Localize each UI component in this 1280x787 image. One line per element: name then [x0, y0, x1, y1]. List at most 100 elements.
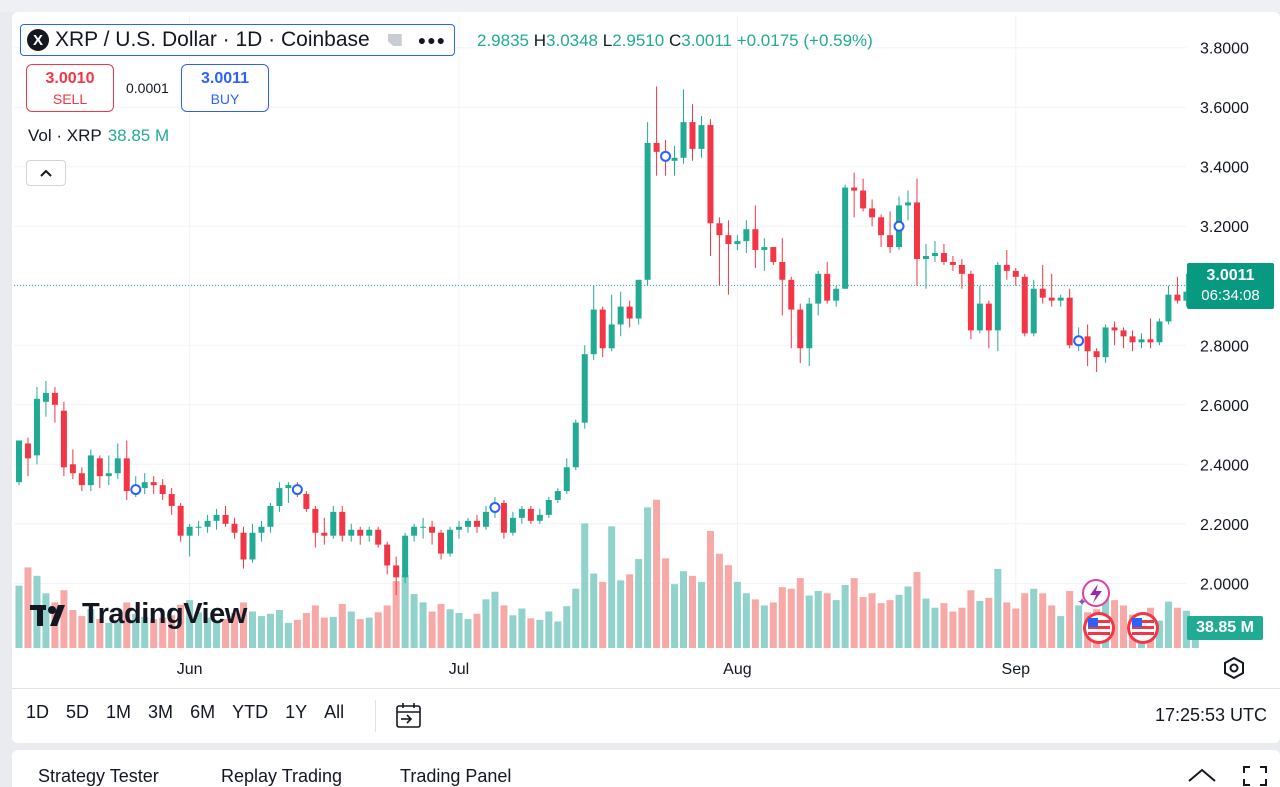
- range-button-3m[interactable]: 3M: [148, 702, 174, 722]
- volume-bar: [662, 558, 670, 648]
- volume-bar: [617, 580, 625, 648]
- volume-bar: [257, 616, 265, 648]
- candle-body: [159, 485, 166, 495]
- candle-body: [222, 514, 229, 524]
- utc-clock[interactable]: 17:25:53 UTC: [1154, 705, 1267, 725]
- range-button-6m[interactable]: 6M: [190, 702, 216, 722]
- candle-body: [1120, 330, 1127, 337]
- economic-events[interactable]: ✦: [1074, 576, 1166, 646]
- volume-bar: [751, 599, 759, 648]
- candle-body: [168, 494, 175, 506]
- volume-bar: [1155, 620, 1163, 648]
- candle-body: [96, 458, 103, 477]
- price-tick-label: 3.4000: [1200, 160, 1249, 177]
- candle-body: [527, 508, 534, 521]
- tab-trading-panel[interactable]: Trading Panel: [400, 766, 512, 786]
- sell-button[interactable]: 3.0010 SELL: [26, 64, 114, 112]
- candle-body: [1183, 291, 1190, 301]
- volume-bar: [554, 621, 562, 648]
- candle-body: [186, 526, 193, 536]
- toolbar-divider: [12, 688, 1280, 689]
- volume-bar: [527, 618, 535, 648]
- buy-button[interactable]: 3.0011 BUY: [181, 64, 269, 112]
- volume-bar: [275, 610, 283, 648]
- volume-bar: [635, 559, 643, 648]
- volume-bar: [742, 593, 750, 648]
- volume-bar: [266, 613, 274, 648]
- candle-body: [60, 410, 67, 468]
- more-dots-icon[interactable]: ●●●: [417, 32, 447, 48]
- volume-bar: [150, 619, 158, 648]
- go-to-date-icon[interactable]: [395, 702, 423, 730]
- tab-replay-trading[interactable]: Replay Trading: [221, 766, 343, 786]
- chevron-up-icon[interactable]: [1186, 766, 1218, 784]
- volume-bar: [428, 611, 436, 648]
- svg-text:✦: ✦: [1077, 595, 1087, 609]
- candle-body: [105, 473, 112, 477]
- volume-legend: Vol · XRP 38.85 M: [28, 126, 169, 146]
- volume-bar: [186, 600, 194, 648]
- range-button-1m[interactable]: 1M: [106, 702, 132, 722]
- volume-bar: [904, 586, 912, 648]
- volume-bar: [778, 587, 786, 648]
- candle-body: [824, 273, 831, 301]
- candle-body: [905, 202, 912, 206]
- candle-body: [1084, 336, 1091, 352]
- candle-body: [554, 491, 561, 500]
- time-axis: Jun Jul Aug Sep: [177, 661, 1030, 678]
- candle-body: [536, 514, 543, 521]
- range-button-1y[interactable]: 1Y: [285, 702, 308, 722]
- range-button-5d[interactable]: 5D: [66, 702, 90, 722]
- flag-icon[interactable]: [387, 34, 402, 46]
- event-marker-icon: [660, 150, 672, 162]
- price-tick-label: 2.6000: [1200, 398, 1249, 415]
- candle-body: [869, 208, 876, 218]
- volume-bar: [626, 574, 634, 648]
- candle-body: [384, 544, 391, 566]
- volume-value: 38.85 M: [107, 126, 170, 145]
- volume-bar: [365, 617, 373, 648]
- range-button-all[interactable]: All: [324, 702, 345, 722]
- volume-bar: [913, 572, 921, 648]
- candle-body: [213, 514, 220, 521]
- volume-bar: [832, 600, 840, 648]
- volume-bar: [985, 597, 993, 648]
- event-marker-icon: [893, 220, 905, 232]
- symbol-legend: X XRP / U.S. Dollar · 1D · Coinbase ●●●: [20, 24, 456, 56]
- candle-body: [635, 279, 642, 319]
- collapse-legend-button[interactable]: [26, 160, 66, 186]
- candle-body: [914, 202, 920, 259]
- volume-bar: [769, 602, 777, 648]
- tradingview-logo[interactable]: TradingView: [30, 598, 247, 631]
- maximize-panel-icon[interactable]: [1242, 765, 1268, 787]
- symbol-box[interactable]: X XRP / U.S. Dollar · 1D · Coinbase ●●●: [20, 24, 456, 56]
- candle-body: [842, 187, 849, 289]
- range-button-ytd[interactable]: YTD: [232, 702, 269, 722]
- volume-bar: [1003, 602, 1011, 648]
- time-tick-label: Aug: [723, 661, 751, 678]
- candle-body: [429, 526, 436, 533]
- candle-body: [114, 458, 121, 474]
- price-axis: 3.80003.60003.40003.20003.00002.80002.60…: [1200, 41, 1249, 594]
- tab-strategy-tester[interactable]: Strategy Tester: [38, 766, 159, 786]
- candle-body: [590, 309, 597, 355]
- chart-settings-icon[interactable]: [1222, 656, 1246, 680]
- candle-body: [402, 535, 409, 578]
- candle-body: [976, 303, 983, 331]
- volume-bar: [159, 617, 167, 648]
- symbol-title[interactable]: XRP / U.S. Dollar · 1D · Coinbase: [55, 28, 370, 51]
- candle-body: [393, 565, 400, 578]
- candle-body: [743, 229, 750, 242]
- volume-bar: [33, 575, 41, 648]
- candle-body: [887, 235, 894, 248]
- candle-body: [1156, 321, 1163, 343]
- xrp-logo-icon: X: [27, 29, 49, 51]
- range-button-1d[interactable]: 1D: [26, 702, 50, 722]
- volume-bar: [491, 591, 499, 648]
- candle-body: [24, 443, 31, 459]
- volume-bar: [509, 615, 517, 648]
- candle-body: [276, 488, 283, 506]
- volume-bar: [96, 619, 104, 648]
- volume-bar: [1182, 610, 1190, 648]
